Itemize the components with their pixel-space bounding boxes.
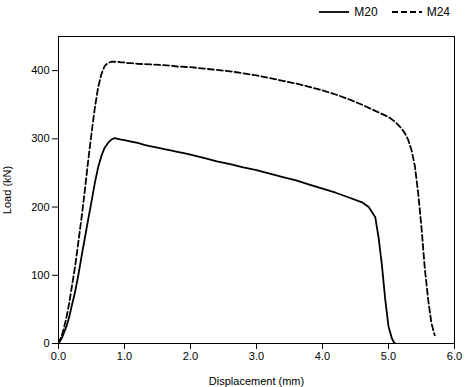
svg-text:4.0: 4.0: [315, 350, 330, 362]
svg-text:5.0: 5.0: [381, 350, 396, 362]
svg-text:0.0: 0.0: [51, 350, 66, 362]
svg-text:2.0: 2.0: [183, 350, 198, 362]
svg-text:1.0: 1.0: [117, 350, 132, 362]
svg-text:100: 100: [31, 269, 49, 281]
svg-text:Load (kN): Load (kN): [1, 166, 13, 214]
svg-text:3.0: 3.0: [249, 350, 264, 362]
svg-text:Displacement (mm): Displacement (mm): [209, 375, 304, 387]
html-text:M24: M24: [426, 5, 450, 19]
svg-text:300: 300: [31, 132, 49, 144]
html-text:M20: M20: [354, 5, 378, 19]
svg-text:0: 0: [43, 337, 49, 349]
svg-text:6.0: 6.0: [447, 350, 462, 362]
svg-text:200: 200: [31, 201, 49, 213]
svg-text:400: 400: [31, 64, 49, 76]
